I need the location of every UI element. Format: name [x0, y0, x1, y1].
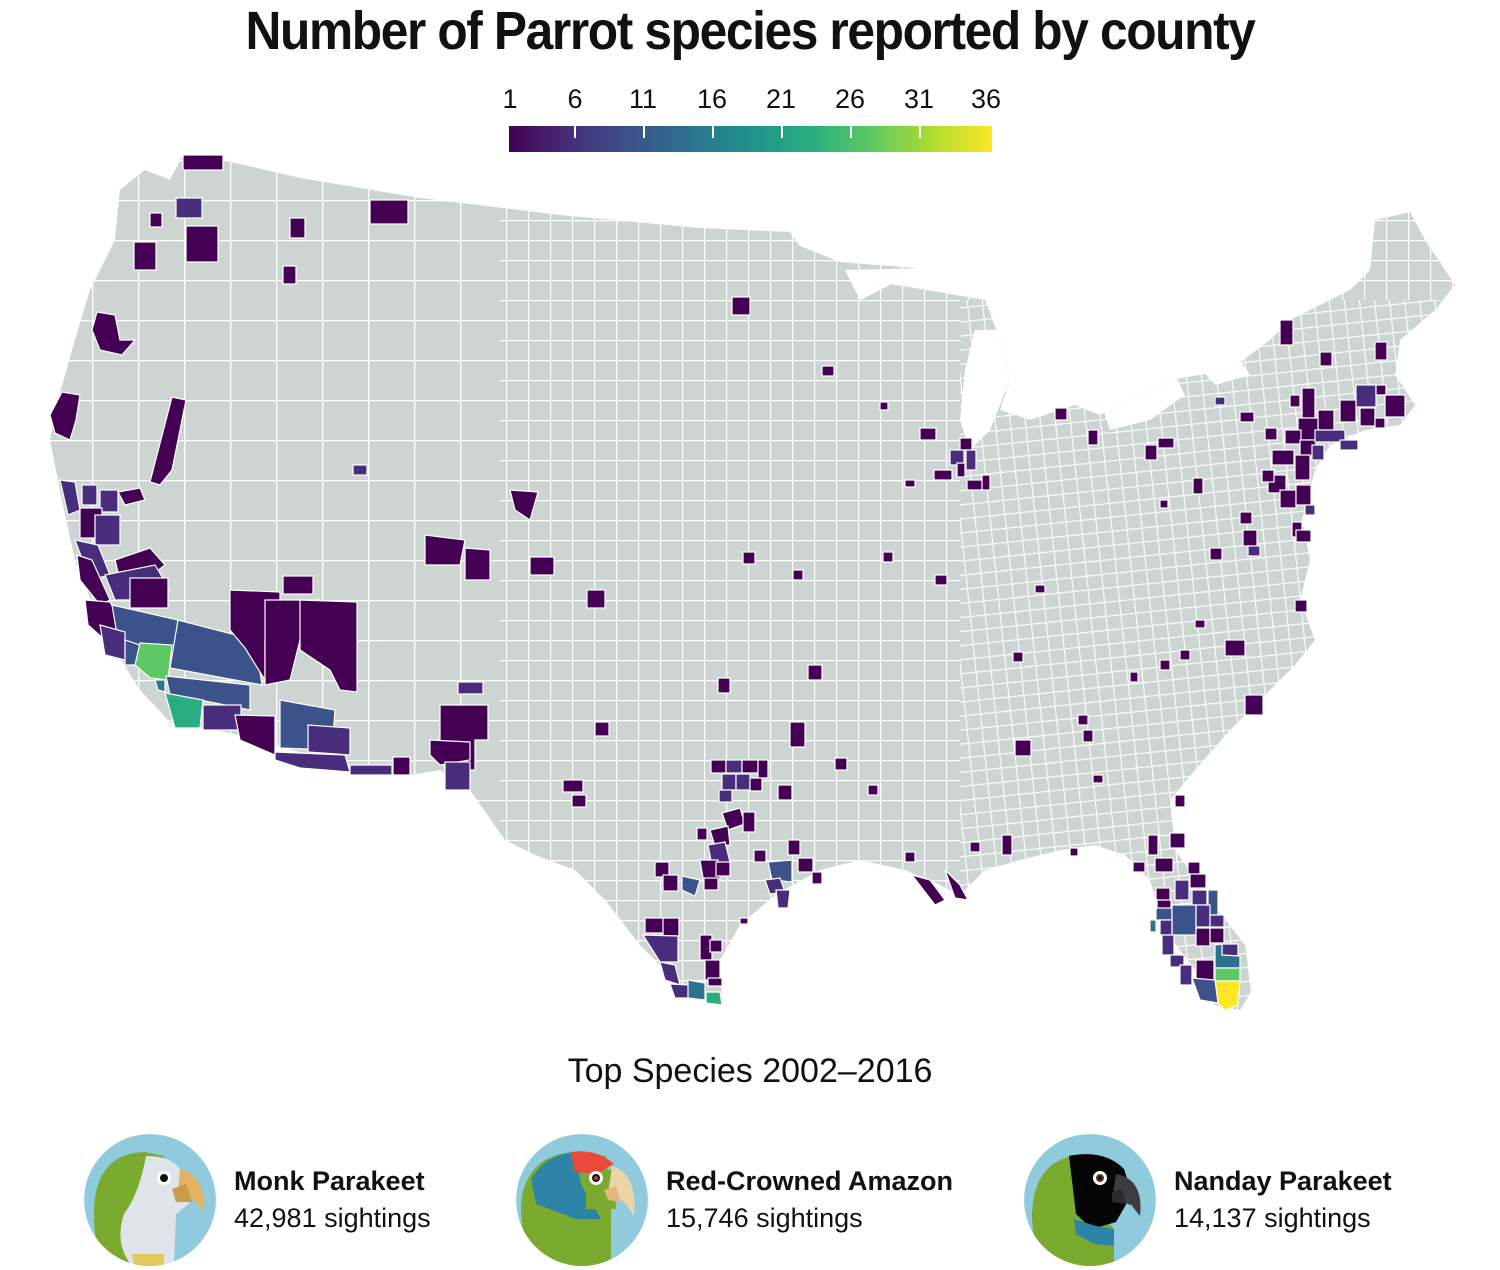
species-sightings: 42,981 sightings [234, 1203, 431, 1233]
species-name: Nanday Parakeet [1174, 1166, 1392, 1196]
legend-tick-label: 1 [502, 84, 518, 114]
legend-tick-label: 31 [903, 84, 935, 114]
legend-tick [850, 126, 852, 138]
species-sightings: 14,137 sightings [1174, 1203, 1371, 1233]
nanday-parakeet-icon [1024, 1134, 1156, 1266]
monk-parakeet-icon [84, 1134, 216, 1266]
legend-tick [919, 126, 921, 138]
legend-tick-label: 36 [970, 84, 1002, 114]
legend-tick [643, 126, 645, 138]
legend-tick-label: 16 [696, 84, 728, 114]
legend-tick [781, 126, 783, 138]
legend-tick-label: 6 [567, 84, 583, 114]
legend-tick [574, 126, 576, 138]
legend-tick [712, 126, 714, 138]
legend-tick-label: 21 [765, 84, 797, 114]
color-legend: 1 6 11 16 21 26 31 36 [490, 84, 1010, 156]
highlighted-counties [49, 154, 1406, 1011]
legend-tick-label: 11 [628, 84, 658, 114]
species-name: Monk Parakeet [234, 1166, 425, 1196]
species-card-nanday-parakeet: Nanday Parakeet 14,137 sightings [1024, 1133, 1392, 1267]
red-crowned-amazon-icon [516, 1134, 648, 1266]
species-sightings: 15,746 sightings [666, 1203, 863, 1233]
species-card-red-crowned-amazon: Red-Crowned Amazon 15,746 sightings [516, 1133, 953, 1267]
species-name: Red-Crowned Amazon [666, 1166, 954, 1196]
species-card-monk-parakeet: Monk Parakeet 42,981 sightings [84, 1133, 431, 1267]
us-county-map [49, 154, 1455, 1011]
species-section-title: Top Species 2002–2016 [567, 1052, 933, 1090]
chart-title: Number of Parrot species reported by cou… [245, 1, 1255, 61]
legend-tick-label: 26 [834, 84, 866, 114]
legend-gradient-bar [509, 126, 992, 152]
